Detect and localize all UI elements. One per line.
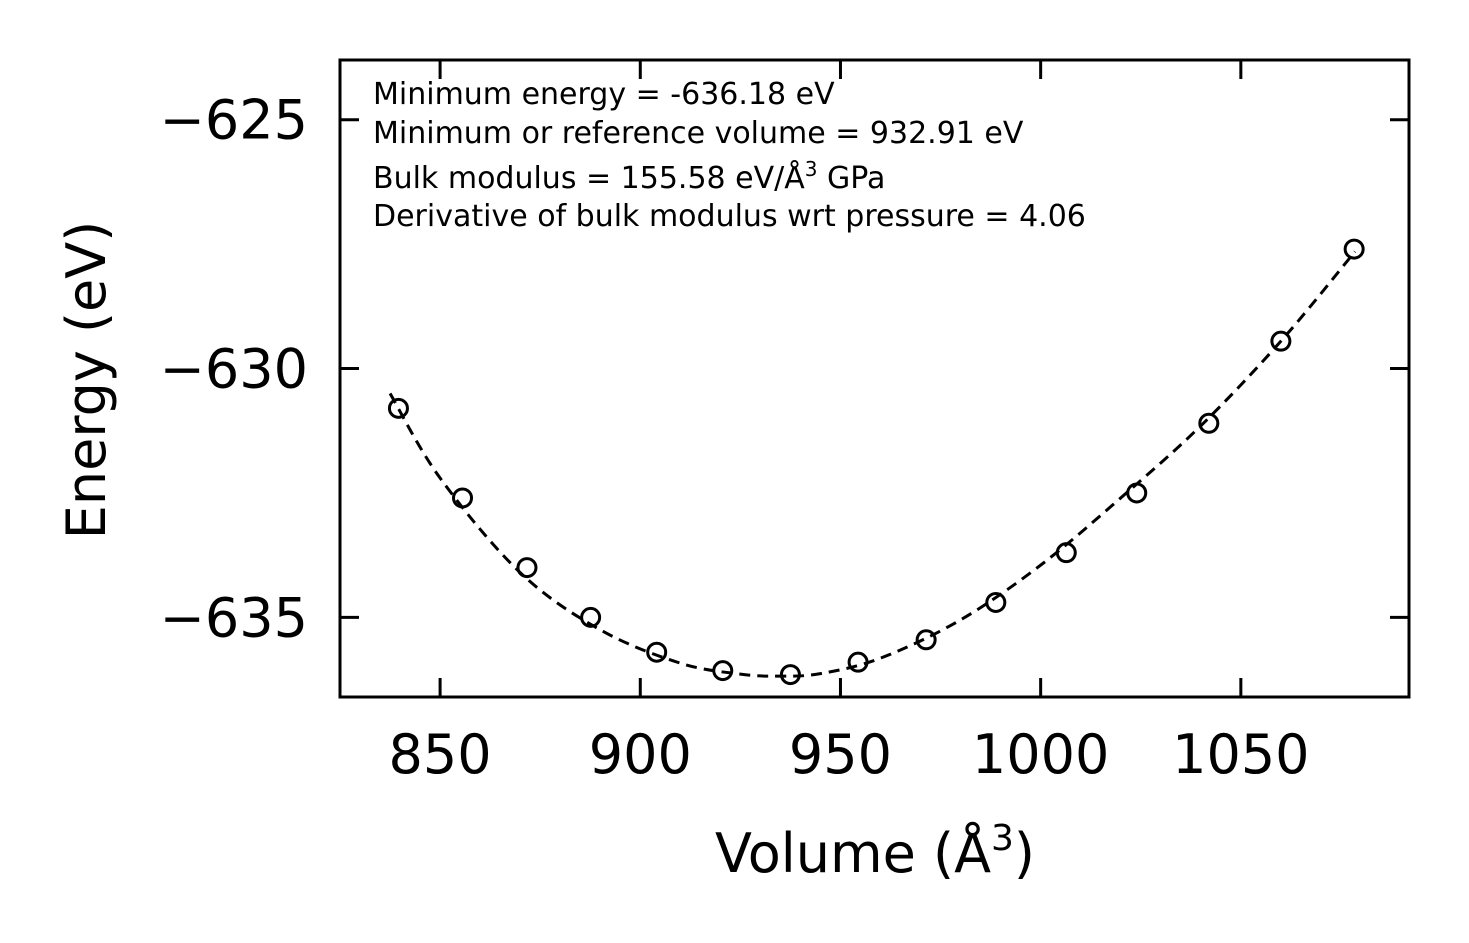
data-point: [387, 397, 409, 419]
x-tick-labels: 850 900 950 1000 1050: [389, 723, 1310, 786]
annotation-bulk-modulus: Bulk modulus = 155.58 eV/Å3 GPa: [373, 157, 885, 196]
annotation-min-volume: Minimum or reference volume = 932.91 eV: [373, 116, 1024, 151]
x-tick-label: 850: [389, 723, 492, 786]
annotation-min-energy: Minimum energy = -636.18 eV: [373, 77, 835, 112]
x-tick-label: 1000: [972, 723, 1109, 786]
data-points: [387, 238, 1365, 686]
annotation-derivative: Derivative of bulk modulus wrt pressure …: [373, 199, 1086, 234]
data-point: [516, 557, 538, 579]
data-point: [712, 660, 734, 682]
annotation-box: Minimum energy = -636.18 eV Minimum or r…: [373, 77, 1086, 234]
axis-ticks: [340, 60, 1409, 697]
data-point: [1270, 330, 1292, 352]
data-point: [847, 651, 869, 673]
y-tick-label: −635: [160, 586, 308, 649]
fit-curve: [388, 250, 1357, 678]
x-tick-label: 950: [789, 723, 892, 786]
x-tick-label: 1050: [1172, 723, 1309, 786]
data-point: [1126, 482, 1148, 504]
y-tick-label: −625: [160, 89, 308, 152]
data-point: [1198, 412, 1220, 434]
data-point: [1343, 238, 1365, 260]
data-point: [985, 591, 1007, 613]
y-tick-labels: −625 −630 −635: [160, 89, 308, 650]
y-tick-label: −630: [160, 338, 308, 401]
data-point: [1055, 542, 1077, 564]
data-point: [646, 641, 668, 663]
x-tick-label: 900: [589, 723, 692, 786]
x-axis-label: Volume (Å3): [715, 818, 1035, 885]
data-point: [452, 487, 474, 509]
data-point: [779, 664, 801, 686]
y-axis-label: Energy (eV): [55, 221, 118, 540]
plot-frame: [338, 58, 1411, 699]
data-point: [915, 629, 937, 651]
data-point: [580, 606, 602, 628]
